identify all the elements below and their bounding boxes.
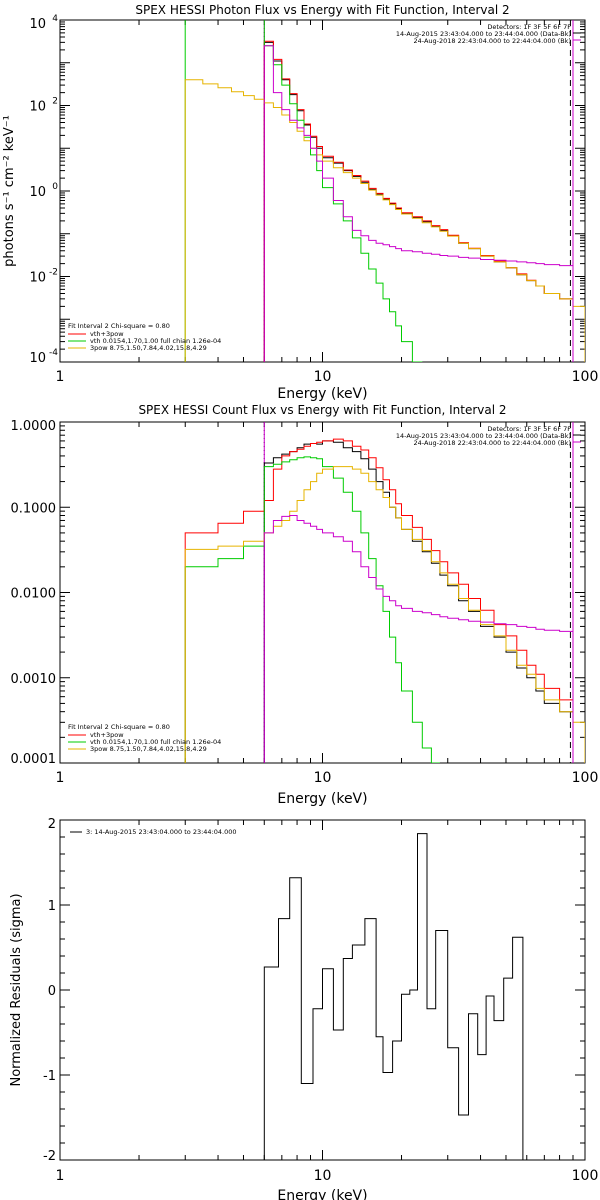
photon-flux-panel: SPEX HESSI Photon Flux vs Energy with Fi… [2, 3, 598, 402]
y-tick-label: 0.0100 [11, 587, 57, 602]
plot-frame [59, 19, 586, 363]
info-text: Detectors: 1F 3F 5F 6F 7F [487, 23, 571, 31]
y-tick-label: 1.0000 [11, 419, 57, 434]
y-tick-label: 10 [29, 271, 46, 286]
y-tick-exponent: -4 [49, 348, 58, 358]
y-tick-exponent: 4 [52, 14, 58, 24]
x-tick-label: 10 [314, 770, 332, 786]
info-text: 24-Aug-2018 22:43:04.000 to 22:44:04.000… [414, 37, 571, 45]
y-tick-label: 2 [48, 817, 56, 832]
y-tick-label: 0.1000 [11, 501, 57, 516]
legend-label: vth+3pow [90, 330, 124, 338]
x-tick-label: 100 [572, 770, 599, 786]
y-tick-exponent: 0 [52, 182, 58, 192]
legend-label: 3pow 8.75,1.50,7.84,4.02,15.8,4.29 [90, 344, 207, 352]
chart-title: SPEX HESSI Photon Flux vs Energy with Fi… [135, 3, 509, 17]
info-text: 14-Aug-2015 23:43:04.000 to 23:44:04.000… [396, 432, 571, 440]
series-line-3 [184, 466, 585, 763]
y-tick-label: 10 [29, 100, 46, 115]
legend-label: vth+3pow [90, 731, 124, 739]
legend-title: Fit Interval 2 Chi-square = 0.80 [68, 322, 170, 330]
y-axis-label: Normalized Residuals (sigma) [9, 893, 24, 1086]
x-axis-label: Energy (keV) [277, 1188, 367, 1200]
y-tick-label: 10 [29, 17, 46, 32]
y-tick-exponent: 2 [52, 97, 58, 107]
y-tick-label: -1 [43, 1069, 56, 1084]
info-text: 24-Aug-2018 22:43:04.000 to 22:44:04.000… [414, 439, 571, 447]
series-line-1 [184, 438, 574, 763]
y-tick-label: 0 [48, 984, 56, 999]
legend-label: vth 0.0154,1.70,1.00 full chian 1.26e-04 [90, 738, 221, 746]
plot-area [184, 422, 585, 763]
series-line-0 [263, 833, 524, 1160]
series-line-2 [184, 20, 423, 362]
y-tick-label: -2 [43, 1149, 56, 1164]
y-tick-label: 1 [48, 899, 56, 914]
info-text: Detectors: 1F 3F 5F 6F 7F [487, 425, 571, 433]
plot-area [263, 833, 524, 1160]
series-line-2 [184, 456, 440, 763]
chart-title: SPEX HESSI Count Flux vs Energy with Fit… [138, 403, 506, 417]
x-tick-label: 1 [56, 770, 65, 786]
x-tick-label: 100 [572, 1168, 599, 1184]
series-line-4 [263, 515, 574, 763]
series-line-0 [263, 41, 574, 362]
x-tick-label: 100 [572, 369, 599, 385]
count-flux-panel: SPEX HESSI Count Flux vs Energy with Fit… [11, 403, 599, 807]
x-tick-label: 10 [314, 369, 332, 385]
x-axis-label: Energy (keV) [277, 791, 367, 807]
x-tick-label: 1 [56, 369, 65, 385]
x-axis-label: Energy (keV) [277, 386, 367, 402]
legend-title: Fit Interval 2 Chi-square = 0.80 [68, 723, 170, 731]
legend-label: vth 0.0154,1.70,1.00 full chian 1.26e-04 [90, 337, 221, 345]
y-tick-label: 0.0010 [11, 672, 57, 687]
legend-label: 3: 14-Aug-2015 23:43:04.000 to 23:44:04.… [86, 828, 237, 836]
legend-label: 3pow 8.75,1.50,7.84,4.02,15.8,4.29 [90, 745, 207, 753]
series-line-3 [184, 79, 585, 362]
series-line-4 [263, 45, 574, 362]
x-tick-label: 10 [314, 1168, 332, 1184]
y-tick-label: 0.0001 [11, 752, 57, 767]
x-tick-label: 1 [56, 1168, 65, 1184]
info-text: 14-Aug-2015 23:43:04.000 to 23:44:04.000… [396, 30, 571, 38]
y-tick-label: 10 [29, 351, 46, 366]
y-axis-label: photons s⁻¹ cm⁻² keV⁻¹ [2, 115, 17, 267]
y-tick-exponent: -2 [49, 268, 58, 278]
plot-area [184, 20, 585, 362]
series-line-1 [263, 40, 574, 362]
y-tick-label: 10 [29, 185, 46, 200]
residuals-panel: 1 10 100 Energy (keV) -2 -1 0 1 2 Normalized Resi… [9, 817, 598, 1200]
